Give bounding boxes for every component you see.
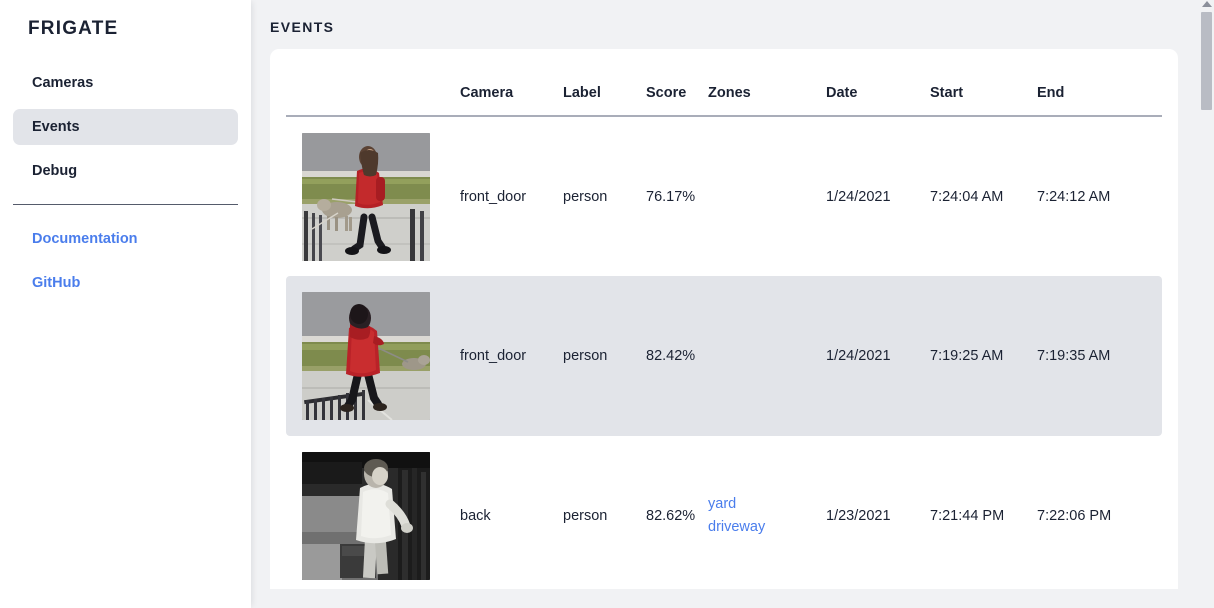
event-end-time: 7:19:35 AM xyxy=(1037,276,1162,436)
event-thumbnail-image[interactable] xyxy=(302,292,430,420)
column-header-start: Start xyxy=(930,49,1037,117)
sidebar-link-documentation[interactable]: Documentation xyxy=(32,230,138,247)
sidebar-divider xyxy=(13,203,238,205)
page-scrollbar[interactable] xyxy=(1199,0,1214,608)
event-label[interactable]: person xyxy=(563,188,608,205)
thumbnail-wrapper xyxy=(286,292,460,420)
event-zone[interactable]: yard xyxy=(708,495,737,512)
column-header-score: Score xyxy=(646,49,708,117)
events-card: Camera Label Score Zones Date Start End xyxy=(270,49,1178,589)
event-date: 1/24/2021 xyxy=(826,276,930,436)
event-end-time: 7:22:06 PM xyxy=(1037,508,1112,524)
events-table-body: front_door person 76.17% 1/24/2021 7:24:… xyxy=(286,116,1162,589)
events-table-head: Camera Label Score Zones Date Start End xyxy=(286,49,1162,117)
event-start-time: 7:19:25 AM xyxy=(930,276,1037,436)
event-date: 1/24/2021 xyxy=(826,188,891,205)
sidebar-nav: Cameras Events Debug xyxy=(13,65,238,189)
event-end-time: 7:24:12 AM xyxy=(1037,188,1111,205)
thumbnail-wrapper xyxy=(286,132,460,261)
sidebar-link-github[interactable]: GitHub xyxy=(32,274,81,291)
column-header-label: Label xyxy=(563,49,646,117)
column-header-camera: Camera xyxy=(460,49,563,117)
scrollbar-thumb[interactable] xyxy=(1201,12,1212,110)
column-header-end: End xyxy=(1037,49,1162,117)
event-thumbnail-image[interactable] xyxy=(302,452,430,580)
sidebar: FRIGATE Cameras Events Debug Documentati… xyxy=(0,0,251,608)
event-start-time: 7:24:04 AM xyxy=(930,188,1004,205)
event-camera[interactable]: front_door xyxy=(460,276,563,436)
column-header-thumbnail xyxy=(286,49,460,117)
column-header-date: Date xyxy=(826,49,930,117)
event-camera[interactable]: front_door xyxy=(460,188,527,205)
event-thumbnail-image[interactable] xyxy=(302,132,430,261)
sidebar-item-cameras[interactable]: Cameras xyxy=(32,74,94,91)
sidebar-external-links: Documentation GitHub xyxy=(13,221,238,301)
app-brand-title: FRIGATE xyxy=(28,18,119,39)
events-table-header-row: Camera Label Score Zones Date Start End xyxy=(286,49,1162,117)
event-thumbnail-cell xyxy=(286,436,460,589)
event-thumbnail-cell xyxy=(286,116,460,276)
event-label[interactable]: person xyxy=(563,508,608,524)
event-score: 82.62% xyxy=(646,508,696,524)
event-start-time: 7:21:44 PM xyxy=(930,508,1005,524)
table-row[interactable]: front_door person 82.42% 1/24/2021 7:19:… xyxy=(286,276,1162,436)
event-label[interactable]: person xyxy=(563,276,646,436)
event-zone[interactable]: driveway xyxy=(708,519,766,535)
sidebar-item-debug[interactable]: Debug xyxy=(32,162,78,179)
main-content: EVENTS Camera Label Score Zones Date Sta… xyxy=(251,0,1214,608)
table-row[interactable]: front_door person 76.17% 1/24/2021 7:24:… xyxy=(286,116,1162,276)
table-row[interactable]: back person 82.62% yard driveway 1/23/20… xyxy=(286,436,1162,589)
event-score: 82.42% xyxy=(646,276,708,436)
thumbnail-wrapper xyxy=(286,452,460,580)
event-score: 76.17% xyxy=(646,188,696,205)
event-thumbnail-cell xyxy=(286,276,460,436)
column-header-zones: Zones xyxy=(708,49,826,117)
event-zones xyxy=(708,116,826,276)
event-camera[interactable]: back xyxy=(460,508,491,524)
events-table: Camera Label Score Zones Date Start End xyxy=(286,49,1162,589)
event-zones: yard driveway xyxy=(708,436,826,589)
scroll-up-arrow-icon[interactable] xyxy=(1202,1,1212,7)
page-title: EVENTS xyxy=(270,19,335,35)
event-date: 1/23/2021 xyxy=(826,508,891,524)
sidebar-item-events[interactable]: Events xyxy=(13,108,238,145)
event-zones xyxy=(708,276,826,436)
